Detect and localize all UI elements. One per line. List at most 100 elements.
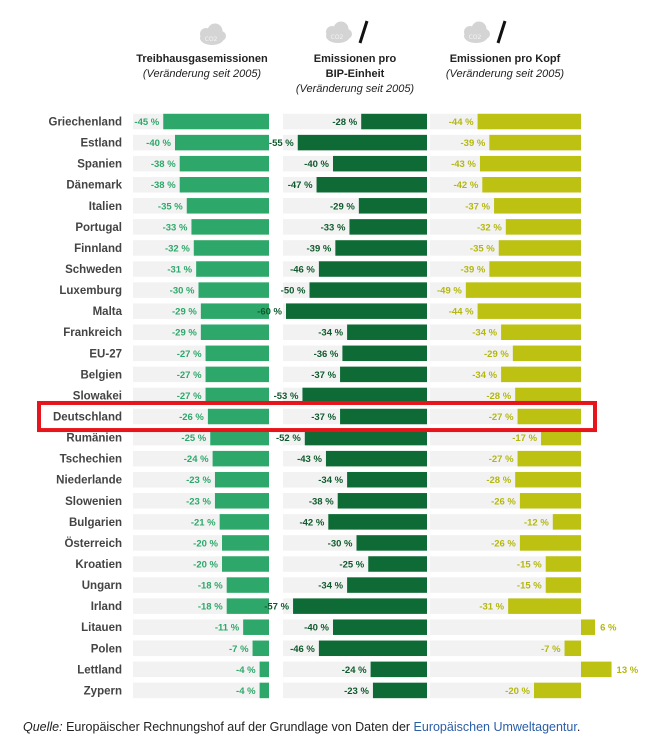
bar <box>175 134 269 151</box>
data-label: -32 % <box>477 222 502 233</box>
data-label: -33 % <box>321 222 346 233</box>
source-text: Europäischer Rechnungshof auf der Grundl… <box>62 720 414 734</box>
data-label: -7 % <box>541 644 561 655</box>
bar <box>482 176 581 193</box>
bar <box>214 493 269 509</box>
bar <box>581 661 612 678</box>
data-label: -38 % <box>309 496 334 507</box>
data-label: -34 % <box>318 581 343 592</box>
header-title-gdp-line2: BIP-Einheit <box>326 68 385 80</box>
co2-cloud-icon: CO2 <box>464 21 490 43</box>
source-suffix: . <box>576 720 581 734</box>
bar <box>309 282 427 298</box>
country-label: Schweden <box>65 264 122 276</box>
bar <box>293 598 427 614</box>
data-label: 6 % <box>600 623 617 634</box>
data-label: -34 % <box>318 328 343 339</box>
bar <box>517 450 581 467</box>
data-label: -35 % <box>470 243 495 254</box>
bar-track <box>430 619 581 635</box>
country-label: Bulgarien <box>69 517 122 529</box>
bar <box>477 303 581 319</box>
data-label: -43 % <box>451 159 476 170</box>
data-label: -20 % <box>193 538 218 549</box>
co2-cloud-icon-label: CO2 <box>331 34 344 41</box>
bar <box>477 113 581 130</box>
co2-cloud-icon-puff <box>216 31 226 41</box>
bar <box>200 324 269 340</box>
country-label: Slowenien <box>65 496 122 508</box>
data-label: -39 % <box>307 243 332 254</box>
data-label: -21 % <box>191 517 216 528</box>
header-title-ghg: Treibhausgasemissionen <box>136 53 268 65</box>
data-label: -34 % <box>472 370 497 381</box>
bar <box>465 282 581 298</box>
data-label: -27 % <box>489 412 514 423</box>
source-link[interactable]: Europäischen Umweltagentur <box>413 720 577 734</box>
bar-track <box>430 556 581 572</box>
data-label: -28 % <box>486 475 511 486</box>
country-label: Spanien <box>77 159 122 171</box>
bar <box>512 345 581 362</box>
data-label: -23 % <box>186 475 211 486</box>
data-label: -44 % <box>449 307 474 318</box>
data-label: -42 % <box>453 180 478 191</box>
slash-icon <box>358 20 369 44</box>
bar <box>210 429 269 446</box>
bar <box>219 514 269 530</box>
bar <box>508 598 581 614</box>
data-label: -26 % <box>491 496 516 507</box>
data-label: -7 % <box>229 644 249 655</box>
data-label: -37 % <box>311 412 336 423</box>
bar-track <box>133 682 269 699</box>
country-label: Zypern <box>84 685 122 697</box>
data-label: -25 % <box>339 560 364 571</box>
bar <box>581 619 596 635</box>
country-label: Malta <box>93 306 123 318</box>
country-label: Kroatien <box>75 559 122 571</box>
data-label: -57 % <box>264 602 289 613</box>
data-label: -52 % <box>276 433 301 444</box>
country-label: Österreich <box>64 537 122 550</box>
bar <box>205 387 269 404</box>
bar <box>501 366 581 383</box>
country-label: Lettland <box>77 664 122 676</box>
country-label: Frankreich <box>63 327 122 339</box>
bar <box>259 682 269 699</box>
country-label: Belgien <box>80 369 122 381</box>
country-label: Luxemburg <box>59 285 122 297</box>
header-title-gdp-line1: Emissionen pro <box>314 53 397 65</box>
data-label: -27 % <box>177 349 202 360</box>
data-label: -23 % <box>344 686 369 697</box>
co2-cloud-icon-puff <box>342 29 352 39</box>
data-label: -46 % <box>290 265 315 276</box>
data-label: -37 % <box>465 201 490 212</box>
bar <box>489 261 581 277</box>
data-label: -27 % <box>177 370 202 381</box>
country-label: Finnland <box>74 243 122 255</box>
country-label: Polen <box>91 643 122 655</box>
bar-track <box>133 640 269 657</box>
bar <box>340 408 427 425</box>
bar <box>517 408 581 425</box>
highlight-box <box>37 400 597 433</box>
source-note: Quelle: Europäischer Rechnungshof auf de… <box>23 720 648 734</box>
bar <box>193 240 269 256</box>
bar <box>222 535 269 551</box>
bar <box>335 240 427 256</box>
bar <box>361 113 427 130</box>
bar <box>349 219 427 235</box>
bar <box>347 577 427 593</box>
highlight-layer <box>37 400 597 433</box>
bar-track <box>430 514 581 530</box>
bar <box>370 661 427 678</box>
emissions-chart: CO2 CO2 CO2 Treibhausgasemissionen (Veränder… <box>37 20 639 699</box>
bar-track <box>430 640 581 657</box>
data-label: -33 % <box>163 222 188 233</box>
data-label: -27 % <box>489 454 514 465</box>
data-label: -26 % <box>179 412 204 423</box>
data-label: -20 % <box>193 560 218 571</box>
bar <box>347 471 427 488</box>
bar <box>214 471 269 488</box>
data-label: -35 % <box>158 201 183 212</box>
